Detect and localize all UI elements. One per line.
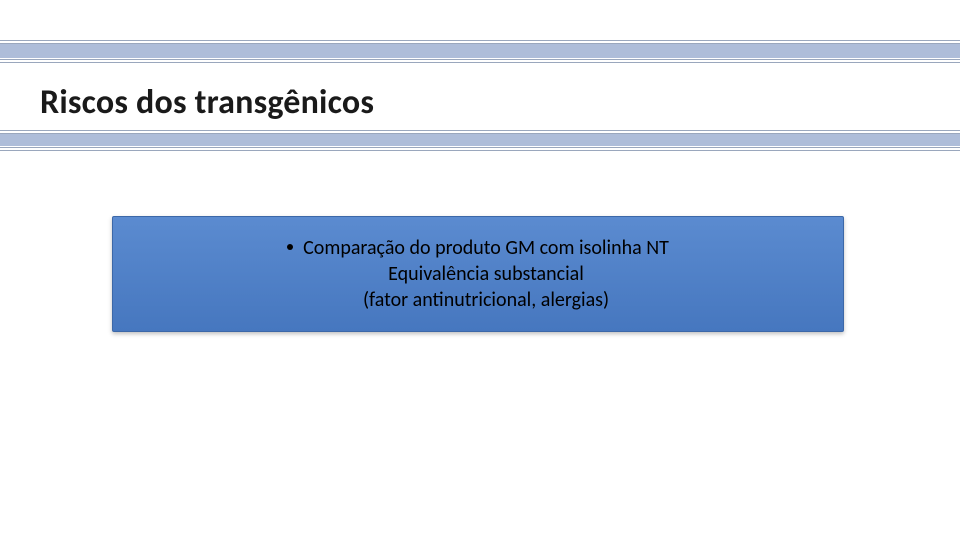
slide: Riscos dos transgênicos Comparação do pr… xyxy=(0,0,960,540)
content-box: Comparação do produto GM com isolinha NT… xyxy=(112,216,844,332)
bullet-line-3: (fator antinutricional, alergias) xyxy=(303,287,669,313)
bullet-line-1: Comparação do produto GM com isolinha NT xyxy=(303,235,669,261)
slide-title: Riscos dos transgênicos xyxy=(40,82,374,123)
bullet-text: Comparação do produto GM com isolinha NT… xyxy=(303,235,669,313)
bullet-dot-icon xyxy=(287,244,293,250)
bullet-item: Comparação do produto GM com isolinha NT… xyxy=(287,235,669,313)
top-band-line-4 xyxy=(0,62,960,63)
lower-band-solid xyxy=(0,134,960,146)
lower-band-line-3 xyxy=(0,147,960,148)
top-band-solid xyxy=(0,44,960,58)
lower-band-line-1 xyxy=(0,130,960,131)
lower-band-line-4 xyxy=(0,150,960,151)
top-band-line-1 xyxy=(0,40,960,41)
bullet-line-2: Equivalência substancial xyxy=(303,261,669,287)
top-band-line-3 xyxy=(0,59,960,60)
